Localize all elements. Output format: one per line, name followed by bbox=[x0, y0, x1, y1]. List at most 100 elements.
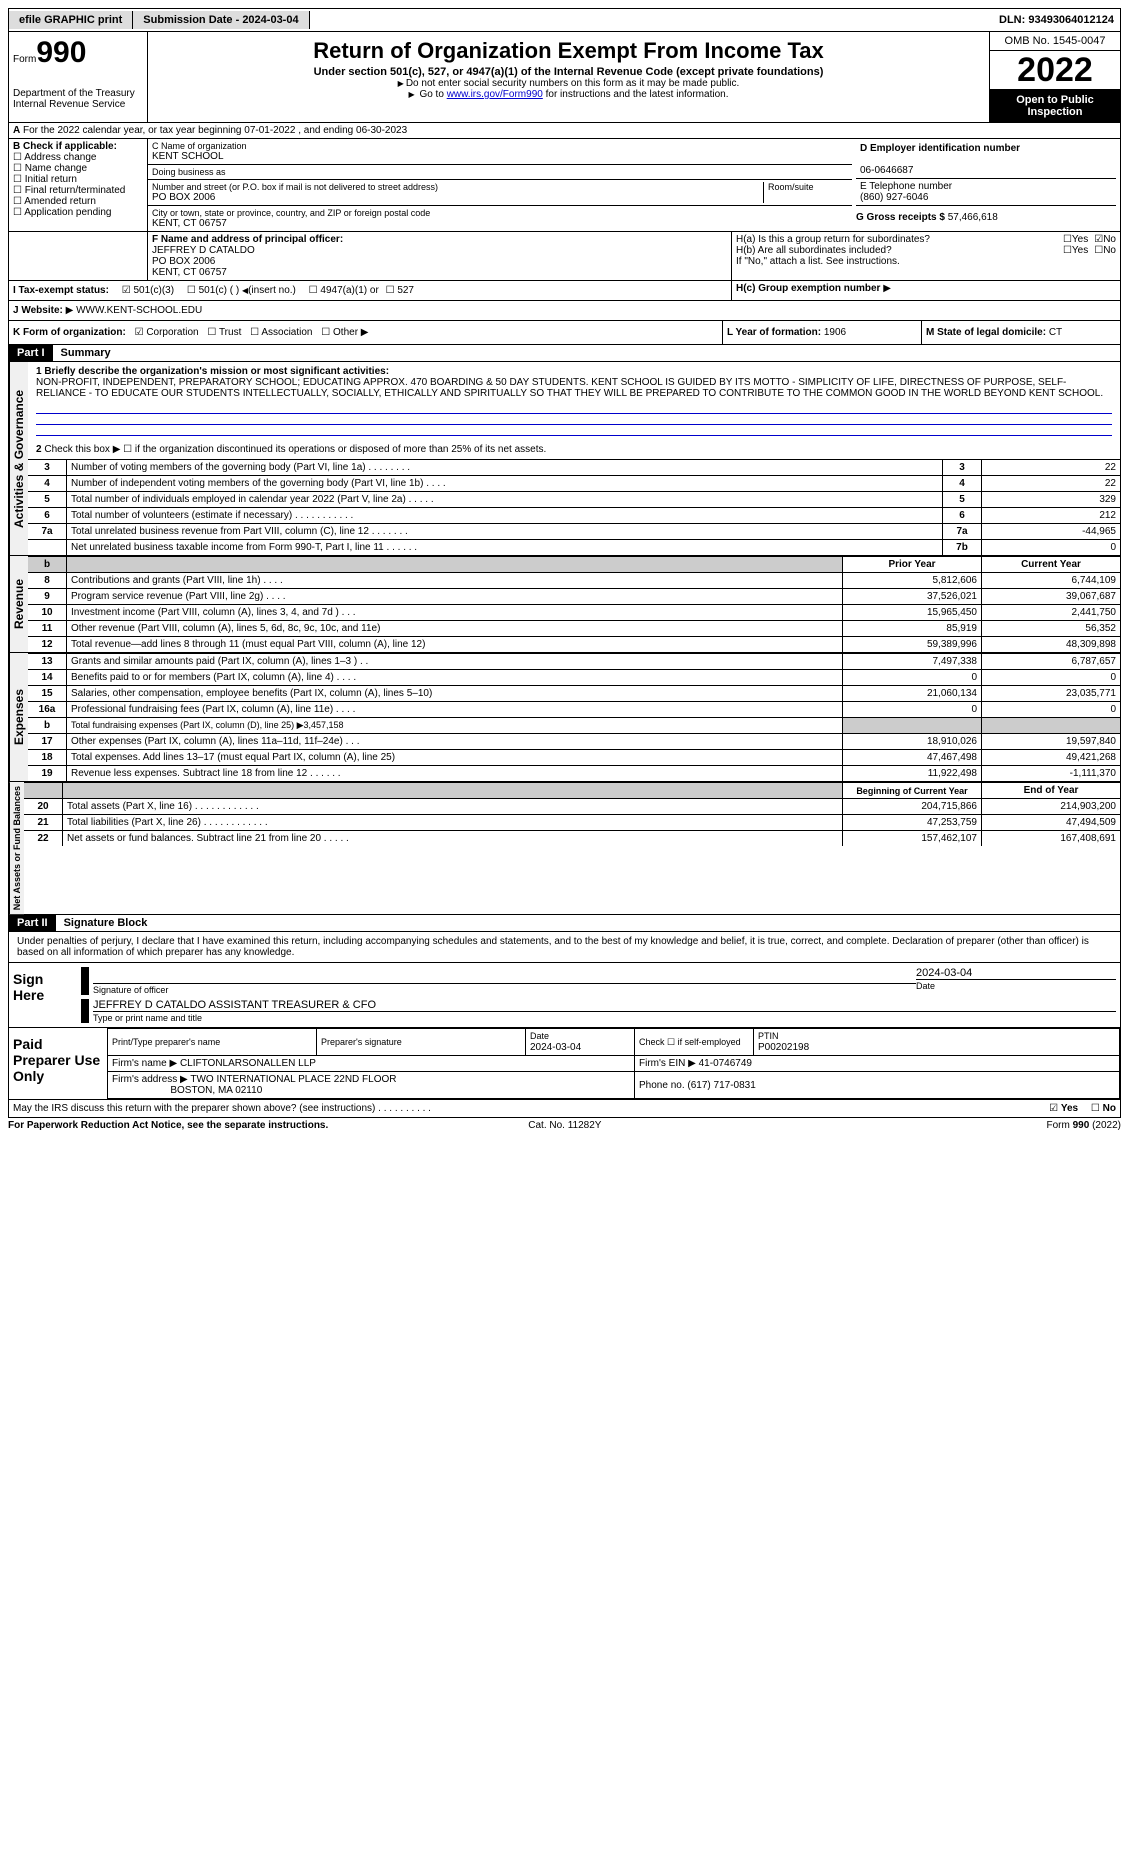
gross-label: G Gross receipts $ bbox=[856, 212, 945, 223]
table-row: 12Total revenue—add lines 8 through 11 (… bbox=[28, 637, 1120, 653]
hb-no[interactable]: No bbox=[1103, 245, 1116, 256]
table-row: 15Salaries, other compensation, employee… bbox=[28, 686, 1120, 702]
chk-final[interactable]: Final return/terminated bbox=[25, 185, 126, 196]
527[interactable]: 527 bbox=[397, 285, 414, 296]
hb-label: H(b) Are all subordinates included? bbox=[736, 245, 1063, 256]
chk-name[interactable]: Name change bbox=[25, 163, 87, 174]
chk-address[interactable]: Address change bbox=[24, 152, 96, 163]
dln-value: 93493064012124 bbox=[1028, 14, 1114, 26]
sig-name: JEFFREY D CATALDO ASSISTANT TREASURER & … bbox=[93, 999, 1116, 1011]
mission-line bbox=[36, 403, 1112, 414]
gross-receipts: 57,466,618 bbox=[948, 212, 998, 223]
table-row: 9Program service revenue (Part VIII, lin… bbox=[28, 589, 1120, 605]
section-i: I Tax-exempt status: ☑ 501(c)(3) ☐ 501(c… bbox=[8, 281, 1121, 301]
prep-phone: (617) 717-0831 bbox=[687, 1080, 755, 1091]
dba-label: Doing business as bbox=[152, 167, 848, 177]
dept-treasury: Department of the Treasury Internal Reve… bbox=[13, 88, 143, 110]
k-assoc[interactable]: Association bbox=[261, 327, 312, 338]
chk-pending[interactable]: Application pending bbox=[24, 207, 111, 218]
section-deg: D Employer identification number 06-0646… bbox=[852, 139, 1120, 231]
k-other[interactable]: Other bbox=[333, 327, 358, 338]
firm-ein-label: Firm's EIN ▶ bbox=[639, 1058, 696, 1069]
activities-label: Activities & Governance bbox=[9, 362, 28, 555]
page-footer: For Paperwork Reduction Act Notice, see … bbox=[8, 1118, 1121, 1133]
prep-sig-label: Preparer's signature bbox=[321, 1037, 402, 1047]
irs-link[interactable]: www.irs.gov/Form990 bbox=[447, 89, 543, 100]
table-row: 22Net assets or fund balances. Subtract … bbox=[24, 831, 1120, 847]
phone: (860) 927-6046 bbox=[860, 192, 928, 203]
discuss-yes[interactable]: Yes bbox=[1061, 1103, 1078, 1114]
table-row: 16aProfessional fundraising fees (Part I… bbox=[28, 702, 1120, 718]
sig-date-label: Date bbox=[916, 979, 1116, 991]
mission-label: 1 Briefly describe the organization's mi… bbox=[36, 366, 389, 377]
table-row: bPrior YearCurrent Year bbox=[28, 557, 1120, 573]
netassets-label: Net Assets or Fund Balances bbox=[9, 782, 24, 914]
discuss-no[interactable]: No bbox=[1103, 1103, 1116, 1114]
section-bcdeg: B Check if applicable: ☐ Address change … bbox=[8, 139, 1121, 232]
city-label: City or town, state or province, country… bbox=[152, 208, 848, 218]
table-row: 17Other expenses (Part IX, column (A), l… bbox=[28, 734, 1120, 750]
form-number: Form990 bbox=[13, 36, 143, 70]
k-corp[interactable]: Corporation bbox=[146, 327, 198, 338]
ein-label: D Employer identification number bbox=[860, 143, 1020, 154]
chk-initial[interactable]: Initial return bbox=[25, 174, 77, 185]
org-name-label: C Name of organization bbox=[152, 141, 848, 151]
year-formation-label: L Year of formation: bbox=[727, 327, 821, 338]
table-row: 20Total assets (Part X, line 16) . . . .… bbox=[24, 799, 1120, 815]
prep-phone-label: Phone no. bbox=[639, 1080, 685, 1091]
chk-amended[interactable]: Amended return bbox=[24, 196, 96, 207]
sig-name-label: Type or print name and title bbox=[93, 1011, 1116, 1023]
prep-date: 2024-03-04 bbox=[530, 1042, 581, 1053]
sign-here-label: Sign Here bbox=[9, 963, 77, 1027]
header-center: Return of Organization Exempt From Incom… bbox=[148, 32, 989, 122]
firm-ein: 41-0746749 bbox=[699, 1058, 752, 1069]
discuss-row: May the IRS discuss this return with the… bbox=[8, 1100, 1121, 1118]
discuss-question: May the IRS discuss this return with the… bbox=[13, 1103, 431, 1114]
expenses-label: Expenses bbox=[9, 653, 28, 781]
form-org-label: K Form of organization: bbox=[13, 327, 126, 338]
section-klm: K Form of organization: ☑ Corporation ☐ … bbox=[8, 321, 1121, 345]
section-j: J Website: ▶ WWW.KENT-SCHOOL.EDU bbox=[8, 301, 1121, 321]
footer-left: For Paperwork Reduction Act Notice, see … bbox=[8, 1120, 328, 1131]
part2-label: Part II bbox=[9, 915, 56, 931]
street: PO BOX 2006 bbox=[152, 192, 759, 203]
mission-line bbox=[36, 425, 1112, 436]
dln-label: DLN: bbox=[999, 14, 1025, 26]
revenue-label: Revenue bbox=[9, 556, 28, 652]
ha-yes[interactable]: Yes bbox=[1072, 234, 1088, 245]
prep-selfemp[interactable]: Check ☐ if self-employed bbox=[635, 1029, 754, 1056]
ha-label: H(a) Is this a group return for subordin… bbox=[736, 234, 1063, 245]
activities-table: 3Number of voting members of the governi… bbox=[28, 459, 1120, 555]
501c3[interactable]: 501(c)(3) bbox=[133, 285, 174, 296]
netassets-section: Net Assets or Fund Balances Beginning of… bbox=[8, 782, 1121, 915]
preparer-table: Print/Type preparer's name Preparer's si… bbox=[107, 1028, 1120, 1099]
ha-no[interactable]: No bbox=[1103, 234, 1116, 245]
table-row: 19Revenue less expenses. Subtract line 1… bbox=[28, 766, 1120, 782]
officer-city: KENT, CT 06757 bbox=[152, 267, 227, 278]
dln: DLN: 93493064012124 bbox=[993, 11, 1120, 29]
city: KENT, CT 06757 bbox=[152, 218, 848, 229]
sig-officer-label: Signature of officer bbox=[93, 983, 916, 995]
efile-print-button[interactable]: efile GRAPHIC print bbox=[9, 11, 133, 29]
table-row: 8Contributions and grants (Part VIII, li… bbox=[28, 573, 1120, 589]
sec-b-title: B Check if applicable: bbox=[13, 141, 117, 152]
table-row: 5Total number of individuals employed in… bbox=[28, 492, 1120, 508]
hb-yes[interactable]: Yes bbox=[1072, 245, 1088, 256]
section-fh: F Name and address of principal officer:… bbox=[8, 232, 1121, 281]
ptin-label: PTIN bbox=[758, 1031, 779, 1041]
street-label: Number and street (or P.O. box if mail i… bbox=[152, 182, 759, 192]
expenses-section: Expenses 13Grants and similar amounts pa… bbox=[8, 653, 1121, 782]
part2-header: Part II Signature Block bbox=[8, 915, 1121, 932]
k-trust[interactable]: Trust bbox=[219, 327, 241, 338]
table-row: Beginning of Current YearEnd of Year bbox=[24, 783, 1120, 799]
open-to-public: Open to Public Inspection bbox=[990, 90, 1120, 122]
4947[interactable]: 4947(a)(1) or bbox=[320, 285, 378, 296]
sig-arrow-icon bbox=[81, 999, 89, 1023]
501c[interactable]: 501(c) ( ) bbox=[199, 285, 240, 296]
omb-number: OMB No. 1545-0047 bbox=[990, 32, 1120, 51]
table-row: 6Total number of volunteers (estimate if… bbox=[28, 508, 1120, 524]
table-row: Firm's name ▶ CLIFTONLARSONALLEN LLP Fir… bbox=[108, 1056, 1120, 1072]
officer-street: PO BOX 2006 bbox=[152, 256, 215, 267]
netassets-table: Beginning of Current YearEnd of Year 20T… bbox=[24, 782, 1120, 846]
tax-year-range: For the 2022 calendar year, or tax year … bbox=[23, 125, 407, 136]
